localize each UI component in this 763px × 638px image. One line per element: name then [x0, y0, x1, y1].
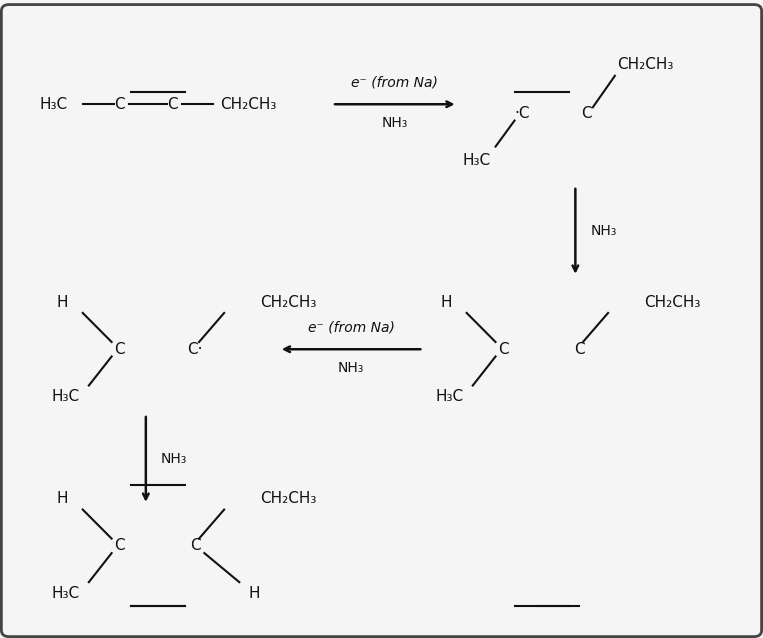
- Text: C: C: [114, 97, 124, 112]
- Text: C: C: [497, 342, 508, 357]
- Text: C: C: [114, 538, 124, 553]
- Text: H₃C: H₃C: [52, 586, 80, 600]
- Text: C: C: [581, 106, 592, 121]
- Text: CH₂CH₃: CH₂CH₃: [617, 57, 674, 72]
- Text: NH₃: NH₃: [161, 452, 188, 466]
- Text: C: C: [167, 97, 178, 112]
- Text: C·: C·: [188, 342, 203, 357]
- Text: NH₃: NH₃: [382, 116, 408, 130]
- Text: NH₃: NH₃: [591, 225, 617, 238]
- Text: H₃C: H₃C: [40, 97, 67, 112]
- Text: H₃C: H₃C: [436, 389, 464, 404]
- Text: H₃C: H₃C: [462, 153, 491, 168]
- Text: H: H: [56, 295, 68, 309]
- Text: H₃C: H₃C: [52, 389, 80, 404]
- Text: C: C: [114, 342, 124, 357]
- Text: H: H: [440, 295, 452, 309]
- Text: NH₃: NH₃: [338, 361, 364, 375]
- Text: C: C: [574, 342, 584, 357]
- Text: e⁻ (from Na): e⁻ (from Na): [352, 75, 438, 89]
- Text: H: H: [56, 491, 68, 506]
- Text: CH₂CH₃: CH₂CH₃: [260, 491, 316, 506]
- FancyBboxPatch shape: [2, 4, 761, 637]
- Text: H: H: [249, 586, 260, 600]
- Text: CH₂CH₃: CH₂CH₃: [260, 295, 316, 309]
- Text: e⁻ (from Na): e⁻ (from Na): [307, 320, 394, 334]
- Text: C: C: [190, 538, 201, 553]
- Text: ·C: ·C: [514, 106, 530, 121]
- Text: CH₂CH₃: CH₂CH₃: [644, 295, 700, 309]
- Text: CH₂CH₃: CH₂CH₃: [221, 97, 277, 112]
